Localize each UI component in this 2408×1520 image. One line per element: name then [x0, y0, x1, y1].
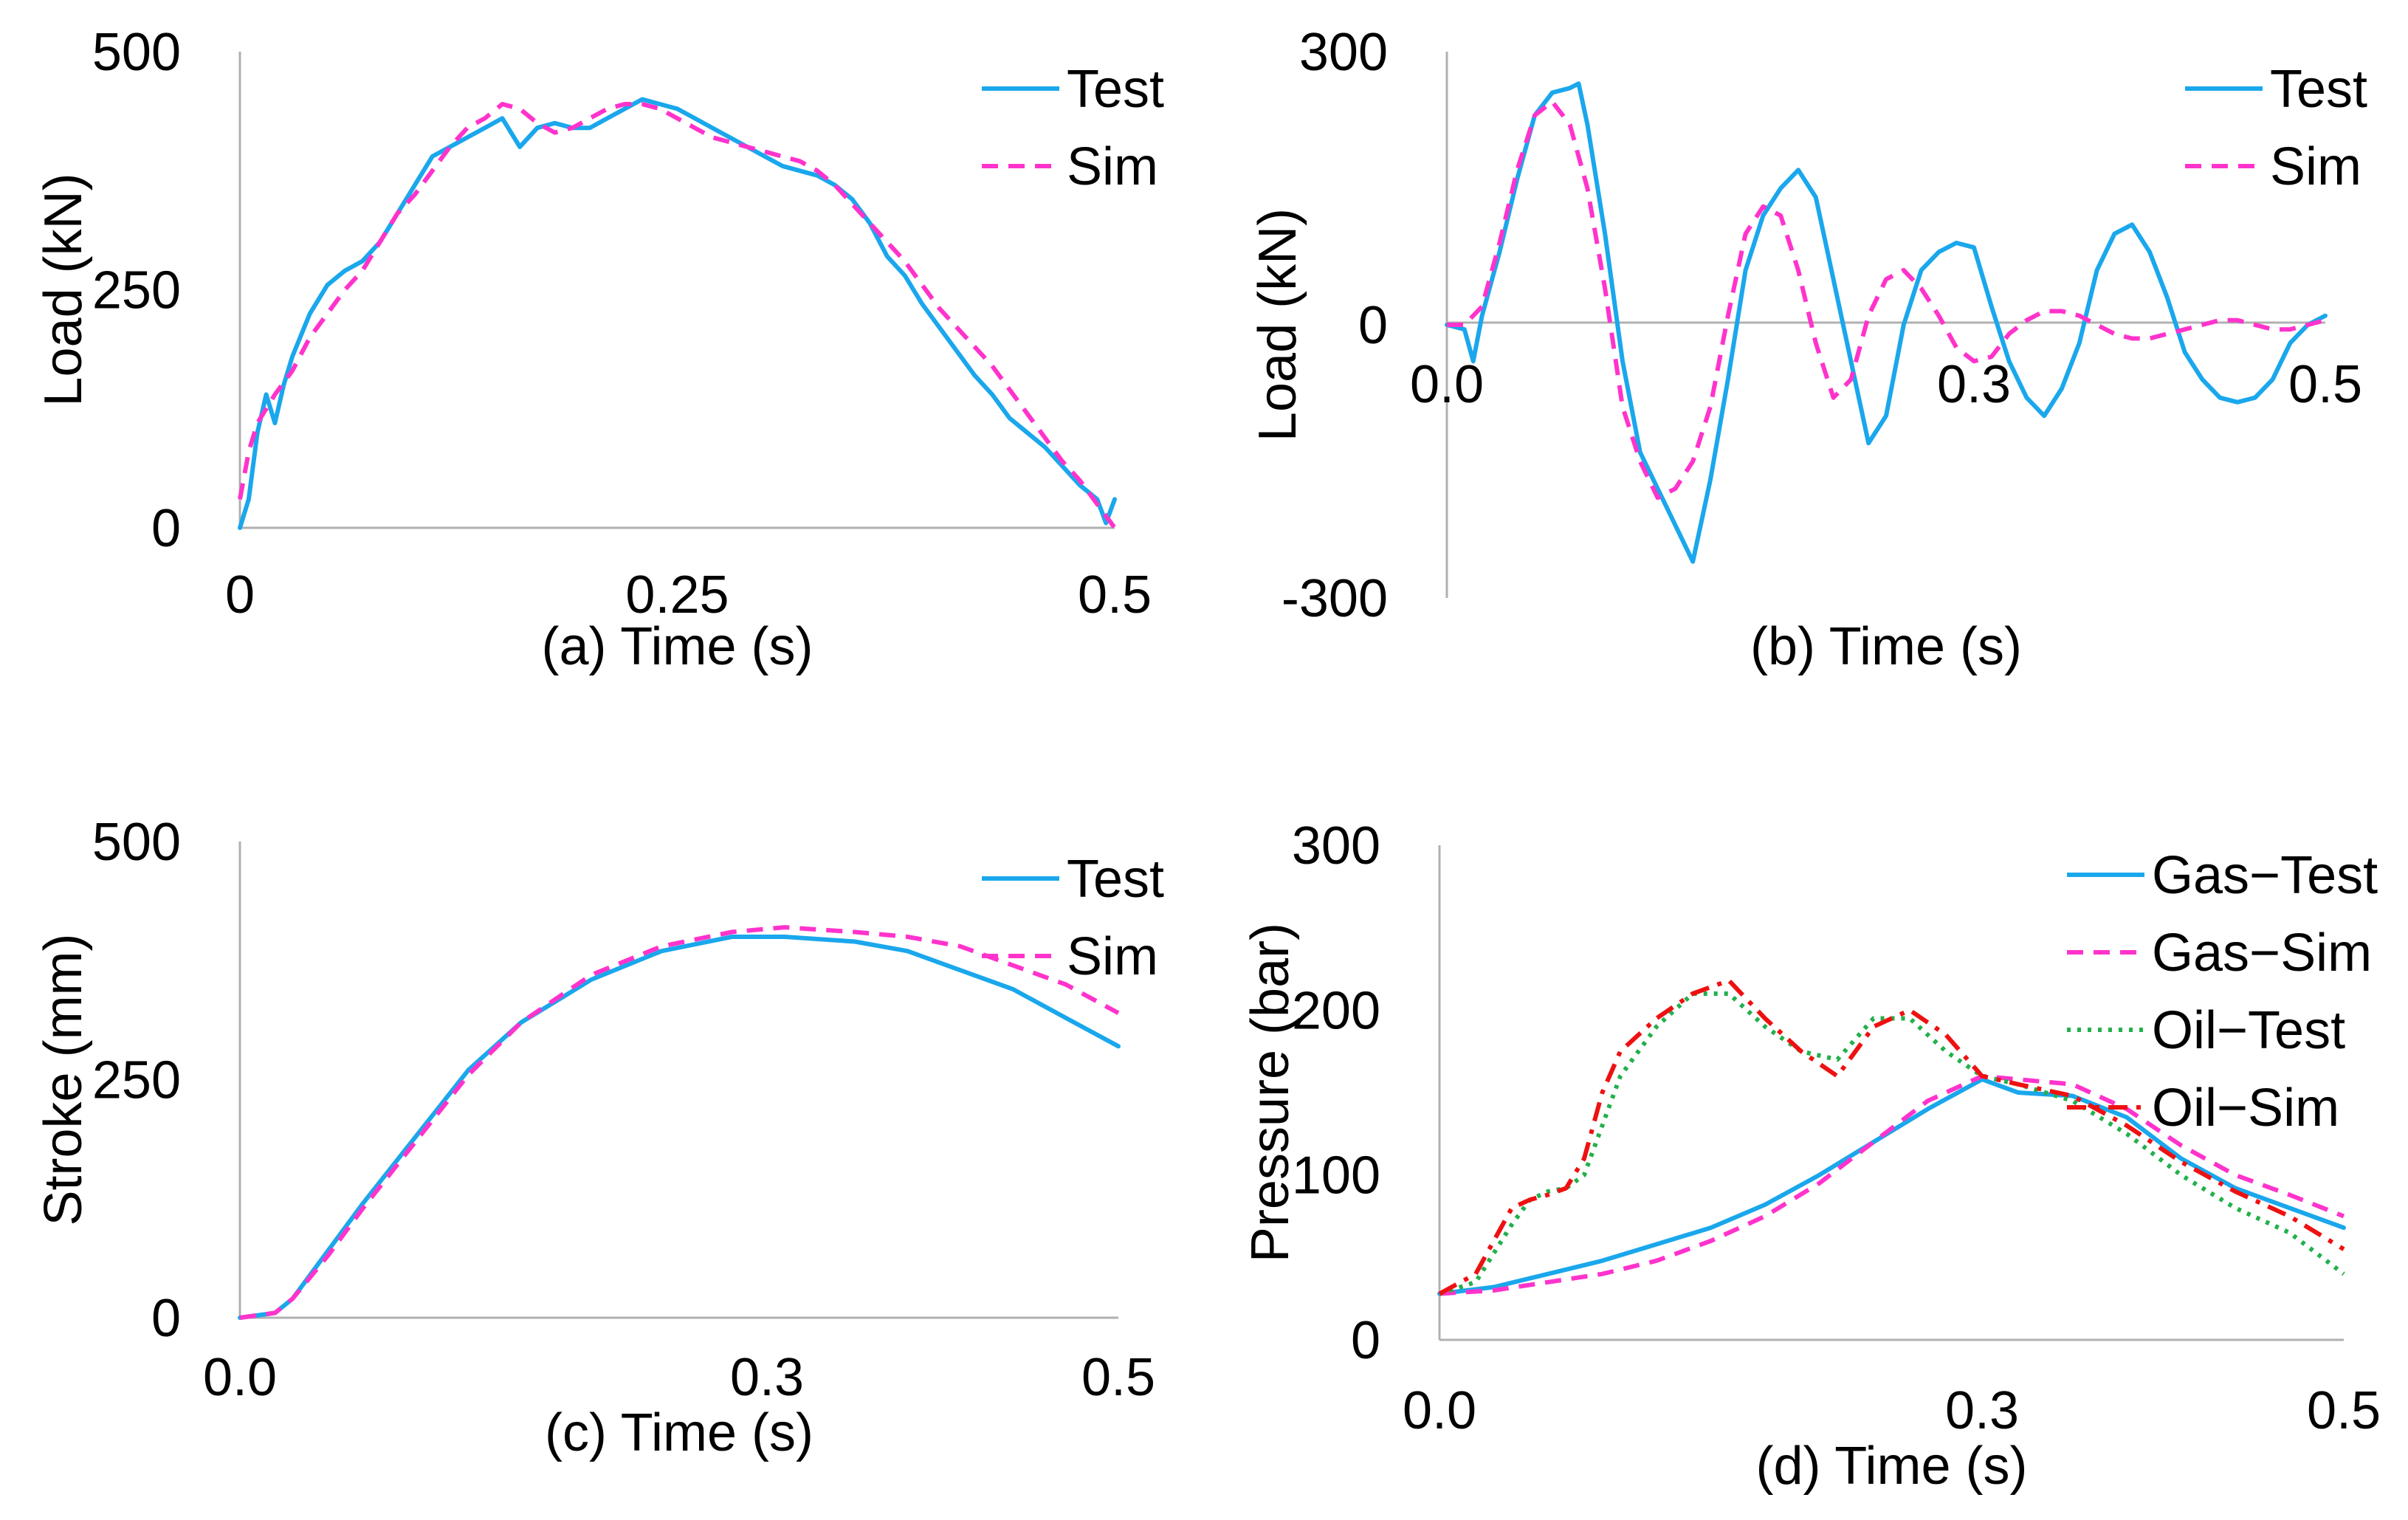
- x-tick-label: 0.5: [2288, 355, 2362, 414]
- series-line-test: [1445, 81, 2328, 564]
- legend-label: Sim: [1067, 137, 1158, 196]
- y-axis-title: Pressure (bar): [1241, 923, 1300, 1262]
- y-tick-label: 250: [92, 261, 181, 320]
- chart-c: 0 250 500 0.0 0.3 0.5 (c) Time (s) Stroke (mm) T…: [34, 813, 1164, 1462]
- legend-label: Oil−Test: [2152, 1001, 2345, 1060]
- y-axis-title: Stroke (mm): [34, 934, 93, 1226]
- y-tick-label: 250: [92, 1051, 181, 1110]
- y-tick-label: 500: [92, 813, 181, 872]
- legend-label: Oil−Sim: [2152, 1079, 2339, 1138]
- legend-label: Sim: [2270, 137, 2361, 196]
- y-tick-label: 100: [1292, 1146, 1380, 1206]
- y-axis-title: Load (kN): [1248, 208, 1307, 441]
- x-tick-label: 0.0: [1410, 355, 1484, 414]
- series-line-test: [238, 97, 1117, 530]
- x-axis-title: (c) Time (s): [545, 1403, 813, 1462]
- series-line-test: [238, 935, 1121, 1320]
- x-tick-label: 0.5: [2307, 1381, 2381, 1440]
- x-tick-label: 0.0: [203, 1348, 277, 1407]
- x-tick-label: 0.3: [730, 1348, 804, 1407]
- chart-d: 0 100 200 300 0.0 0.3 0.5 (d) Time (s) Pressure …: [1241, 816, 2381, 1496]
- x-tick-label: 0.5: [1081, 1348, 1155, 1407]
- y-tick-label: 200: [1292, 981, 1380, 1040]
- x-axis-title: (a) Time (s): [542, 617, 813, 676]
- chart-a: 0 250 500 0 0.25 0.5 (a) Time (s) Load (kN) Test…: [34, 23, 1164, 676]
- x-tick-label: 0: [225, 565, 255, 625]
- series-line-sim: [238, 102, 1117, 529]
- x-tick-label: 0.3: [1945, 1381, 2019, 1440]
- y-tick-label: 0: [1351, 1311, 1380, 1370]
- x-tick-label: 0.25: [625, 565, 729, 625]
- series-line-sim: [1447, 99, 2326, 501]
- series-line-gas-test: [1437, 1077, 2346, 1296]
- y-tick-label: 0: [151, 499, 181, 558]
- legend-label: Test: [1067, 60, 1164, 119]
- y-axis-title: Load (kN): [34, 173, 93, 406]
- series-line-sim: [239, 925, 1120, 1320]
- y-tick-label: 500: [92, 23, 181, 82]
- x-axis-title: (b) Time (s): [1750, 617, 2022, 676]
- x-tick-label: 0.0: [1403, 1381, 1476, 1440]
- legend-label: Test: [2270, 60, 2367, 119]
- legend-label: Gas−Sim: [2152, 924, 2372, 983]
- series-line-oil-test: [1439, 991, 2345, 1296]
- x-tick-label: 0.5: [1078, 565, 1152, 625]
- legend-label: Gas−Test: [2152, 846, 2378, 905]
- chart-b: -300 0 300 0.0 0.3 0.5 (b) Time (s) Load (kN) Te…: [1248, 23, 2367, 676]
- y-tick-label: 0: [1358, 296, 1388, 355]
- y-tick-label: 300: [1299, 23, 1388, 82]
- y-tick-label: -300: [1282, 569, 1388, 628]
- x-axis-title: (d) Time (s): [1756, 1437, 2028, 1496]
- legend-label: Test: [1067, 850, 1164, 909]
- legend-label: Sim: [1067, 927, 1158, 986]
- y-tick-label: 300: [1292, 816, 1380, 876]
- x-tick-label: 0.3: [1937, 355, 2011, 414]
- y-tick-label: 0: [151, 1289, 181, 1348]
